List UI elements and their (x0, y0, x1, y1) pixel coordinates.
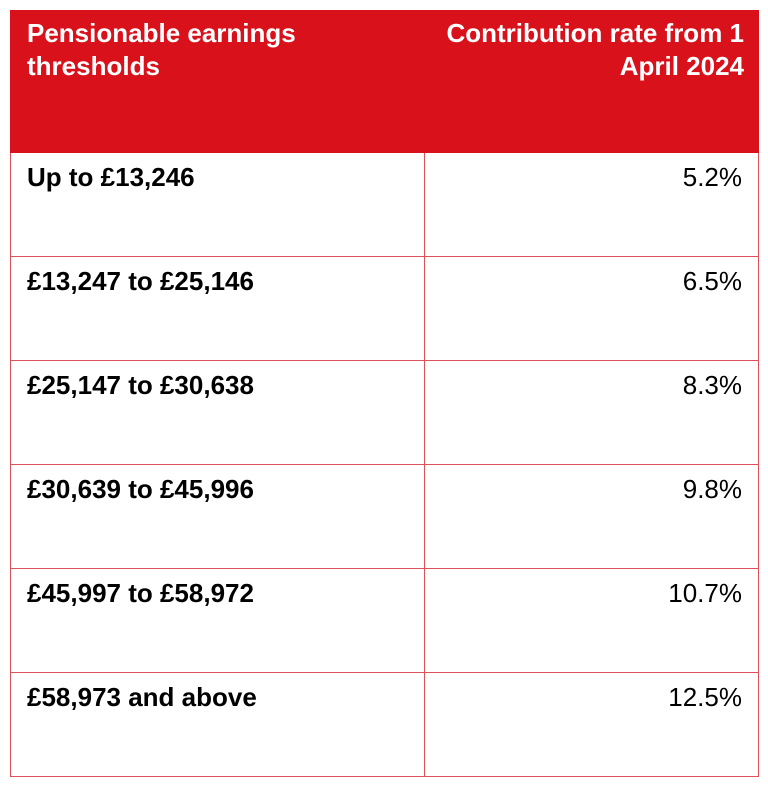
table-body: Up to £13,246 5.2% £13,247 to £25,146 6.5% £… (10, 152, 759, 777)
rate-cell: 10.7% (424, 568, 759, 673)
header-cell: Pensionable earnings thresholds (10, 10, 425, 153)
rate-cell: 6.5% (424, 256, 759, 361)
header-row: Pensionable earnings thresholds Contribu… (10, 10, 759, 153)
header-cell: Contribution rate from 1 April 2024 (424, 10, 759, 153)
table-row: £13,247 to £25,146 6.5% (10, 256, 759, 361)
threshold-cell: Up to £13,246 (10, 152, 425, 257)
contribution-table: Pensionable earnings thresholds Contribu… (10, 10, 759, 777)
rate-cell: 9.8% (424, 464, 759, 569)
threshold-cell: £25,147 to £30,638 (10, 360, 425, 465)
threshold-cell: £30,639 to £45,996 (10, 464, 425, 569)
table-row: £45,997 to £58,972 10.7% (10, 568, 759, 673)
rate-cell: 8.3% (424, 360, 759, 465)
rate-cell: 12.5% (424, 672, 759, 777)
rate-cell: 5.2% (424, 152, 759, 257)
table-row: £25,147 to £30,638 8.3% (10, 360, 759, 465)
threshold-cell: £45,997 to £58,972 (10, 568, 425, 673)
table-header: Pensionable earnings thresholds Contribu… (10, 10, 759, 153)
table-row: £30,639 to £45,996 9.8% (10, 464, 759, 569)
table-row: Up to £13,246 5.2% (10, 152, 759, 257)
table-row: £58,973 and above 12.5% (10, 672, 759, 777)
threshold-cell: £13,247 to £25,146 (10, 256, 425, 361)
threshold-cell: £58,973 and above (10, 672, 425, 777)
